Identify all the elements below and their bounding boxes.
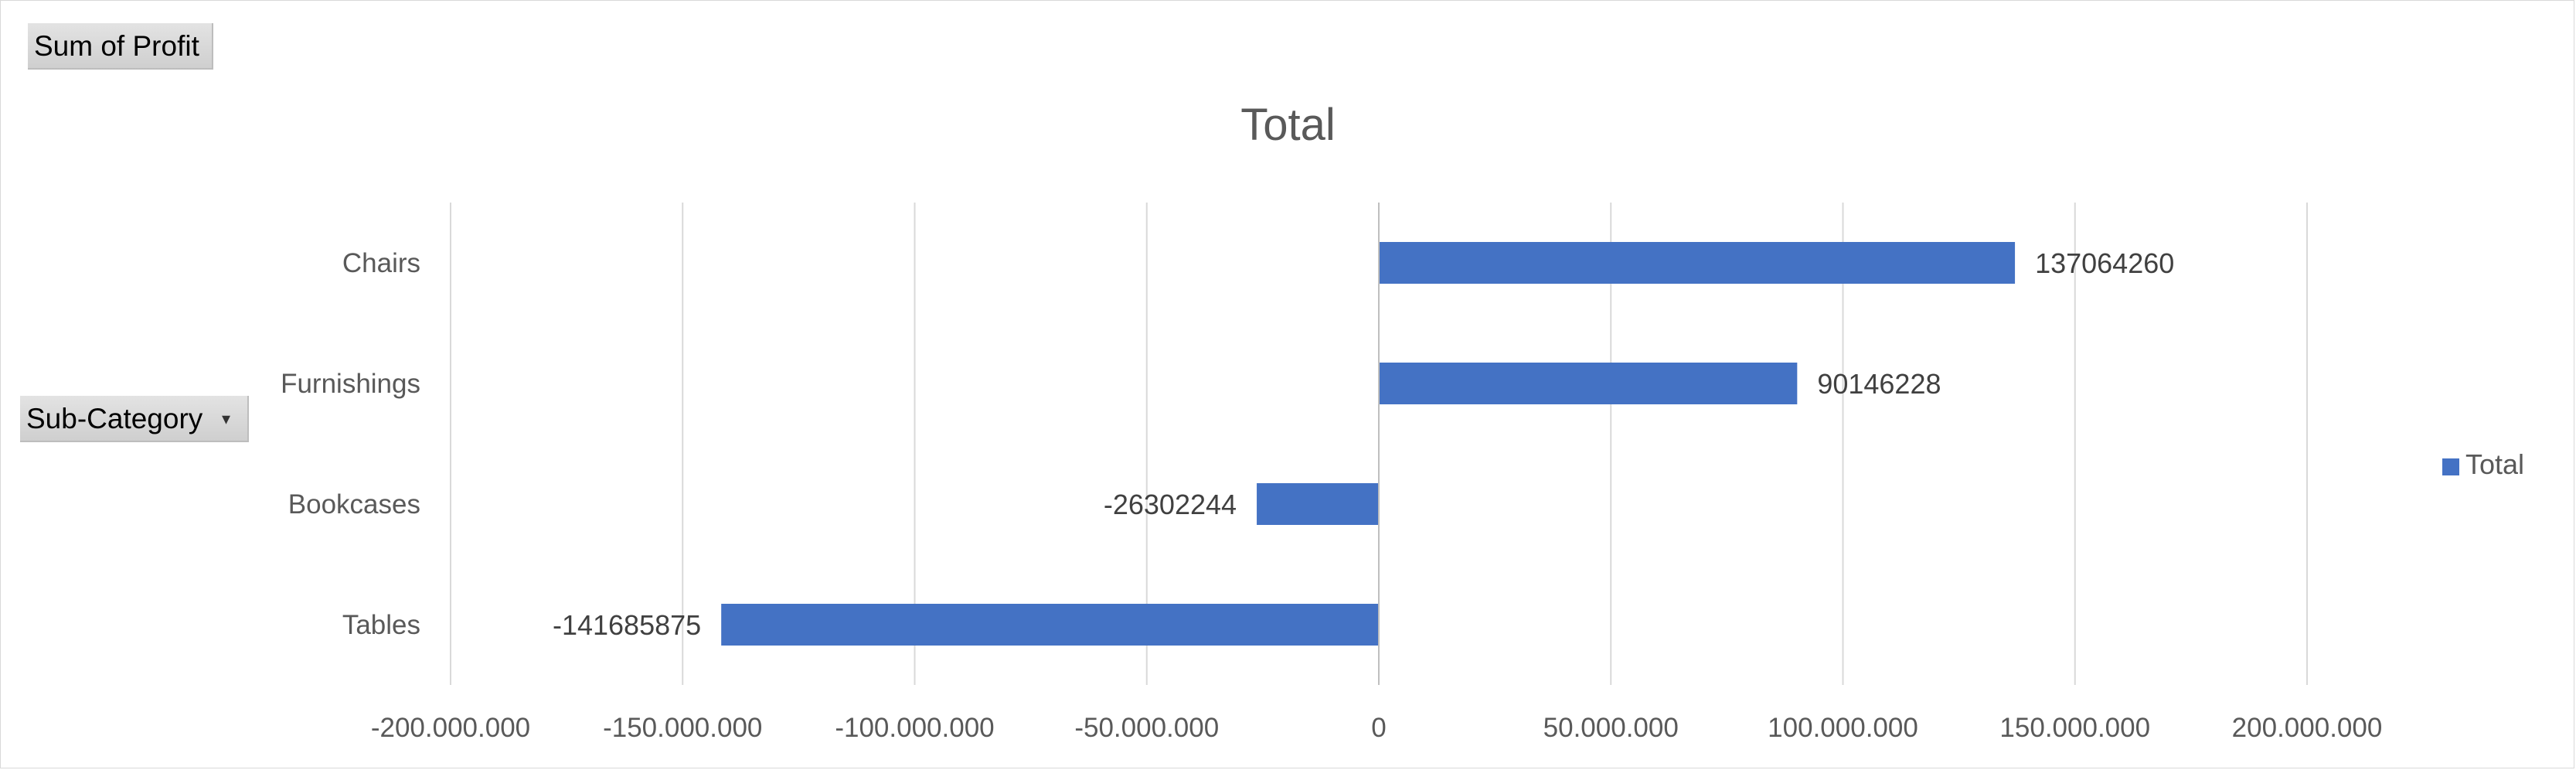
- legend-swatch: [2442, 458, 2459, 475]
- x-tick-label: -150.000.000: [603, 713, 762, 743]
- sub-category-label: Sub-Category: [26, 403, 203, 434]
- legend-label: Total: [2465, 448, 2525, 480]
- bar-furnishings[interactable]: [1379, 363, 1798, 404]
- category-label: Furnishings: [281, 369, 420, 399]
- x-tick-label: 50.000.000: [1543, 713, 1679, 743]
- data-label: 90146228: [1817, 368, 1941, 400]
- category-label: Tables: [342, 610, 420, 640]
- x-tick-label: -200.000.000: [371, 713, 530, 743]
- x-tick-label: 0: [1371, 713, 1386, 743]
- bar-bookcases[interactable]: [1257, 483, 1379, 525]
- data-label: -141685875: [553, 609, 701, 641]
- category-label: Chairs: [342, 248, 420, 278]
- x-tick-label: 150.000.000: [1999, 713, 2150, 743]
- data-label: -26302244: [1104, 489, 1237, 520]
- x-tick-label: -100.000.000: [835, 713, 994, 743]
- bar-chairs[interactable]: [1379, 242, 2016, 284]
- x-tick-label: 100.000.000: [1768, 713, 1918, 743]
- chart-title: Total: [1240, 100, 1336, 150]
- sum-of-profit-field-button[interactable]: Sum of Profit: [28, 23, 213, 70]
- data-label: 137064260: [2035, 247, 2174, 279]
- category-label: Bookcases: [288, 489, 420, 520]
- x-tick-label: 200.000.000: [2232, 713, 2383, 743]
- chart-legend: Total: [2442, 448, 2524, 481]
- dropdown-arrow-icon[interactable]: ▾: [221, 409, 230, 428]
- sub-category-field-button[interactable]: Sub-Category ▾: [20, 396, 249, 442]
- x-tick-label: -50.000.000: [1074, 713, 1219, 743]
- sum-of-profit-label: Sum of Profit: [34, 30, 199, 62]
- bar-tables[interactable]: [721, 604, 1379, 646]
